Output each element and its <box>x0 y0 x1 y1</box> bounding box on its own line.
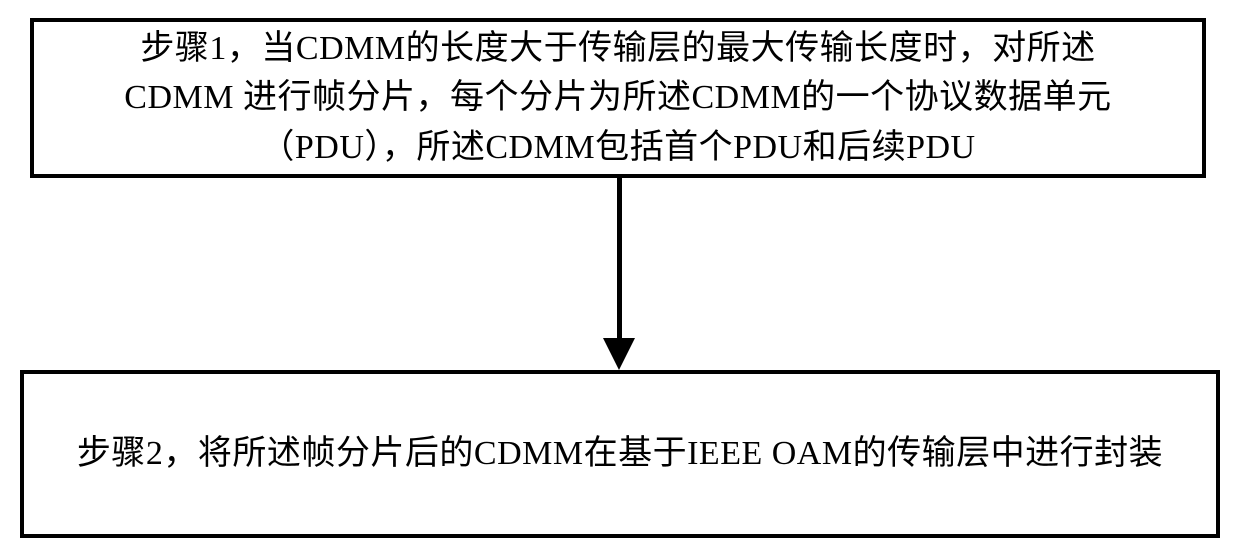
flowchart-node-step2-text: 步骤2，将所述帧分片后的CDMM在基于IEEE OAM的传输层中进行封装 <box>77 429 1163 478</box>
flowchart-edge-arrowhead <box>603 338 635 370</box>
flowchart-node-step1-text: 步骤1，当CDMM的长度大于传输层的最大传输长度时，对所述 CDMM 进行帧分片… <box>124 24 1111 172</box>
flowchart-edge-line <box>617 178 622 338</box>
flowchart-canvas: 步骤1，当CDMM的长度大于传输层的最大传输长度时，对所述 CDMM 进行帧分片… <box>0 0 1239 557</box>
flowchart-node-step2: 步骤2，将所述帧分片后的CDMM在基于IEEE OAM的传输层中进行封装 <box>20 370 1220 538</box>
flowchart-node-step1: 步骤1，当CDMM的长度大于传输层的最大传输长度时，对所述 CDMM 进行帧分片… <box>30 18 1206 178</box>
